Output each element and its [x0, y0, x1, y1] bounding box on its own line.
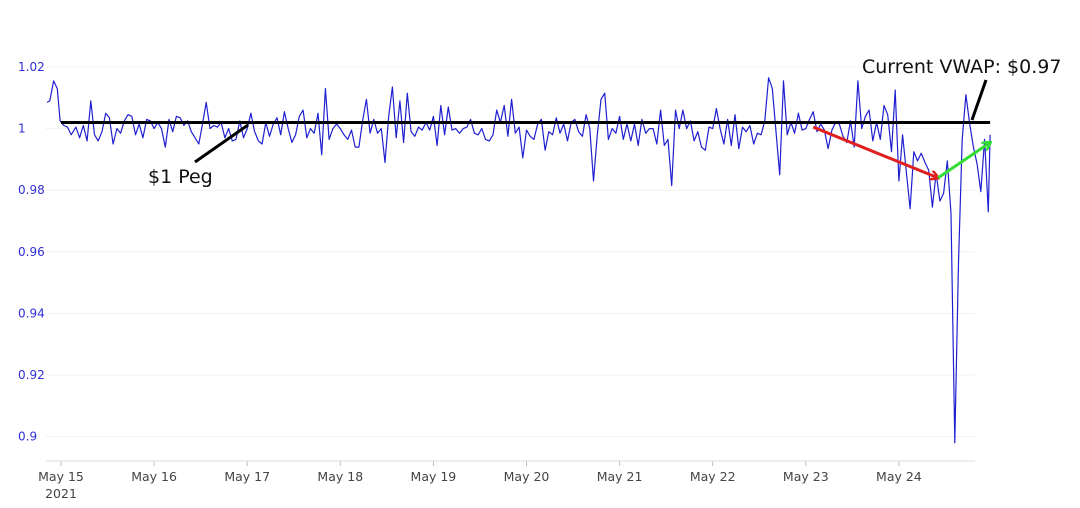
x-tick-label: May 19 — [411, 469, 457, 484]
x-tick-sublabel: 2021 — [45, 486, 77, 501]
price-series-line — [46, 77, 991, 444]
x-tick-label: May 24 — [876, 469, 922, 484]
y-axis-ticks: 1.02 1 0.98 0.96 0.94 0.92 0.9 — [18, 60, 45, 444]
y-tick-label: 1 — [18, 122, 26, 136]
x-tick-label: May 18 — [317, 469, 363, 484]
x-tick-label: May 16 — [131, 469, 177, 484]
x-tick-label: May 20 — [504, 469, 550, 484]
decline-arrow — [812, 125, 938, 178]
x-tick-label: May 21 — [597, 469, 643, 484]
gridlines — [46, 66, 975, 438]
y-tick-label: 0.98 — [18, 183, 45, 197]
y-tick-label: 0.96 — [18, 245, 45, 259]
recovery-arrow — [937, 142, 990, 180]
x-tick-label: May 22 — [690, 469, 736, 484]
y-tick-label: 0.9 — [18, 430, 37, 444]
y-tick-label: 1.02 — [18, 60, 45, 74]
peg-annotation-pointer — [194, 123, 249, 164]
x-axis-ticks: May 15 2021 May 16 May 17 May 18 May 19 May 20… — [38, 461, 922, 501]
y-tick-label: 0.94 — [18, 306, 45, 320]
x-tick-label: May 17 — [224, 469, 270, 484]
vwap-annotation-label: Current VWAP: $0.97 — [862, 56, 1061, 78]
x-tick-label: May 23 — [783, 469, 829, 484]
y-tick-label: 0.92 — [18, 368, 45, 382]
peg-annotation-label: $1 Peg — [148, 166, 213, 188]
vwap-annotation-pointer — [970, 79, 988, 121]
x-tick-label: May 15 — [38, 469, 84, 484]
